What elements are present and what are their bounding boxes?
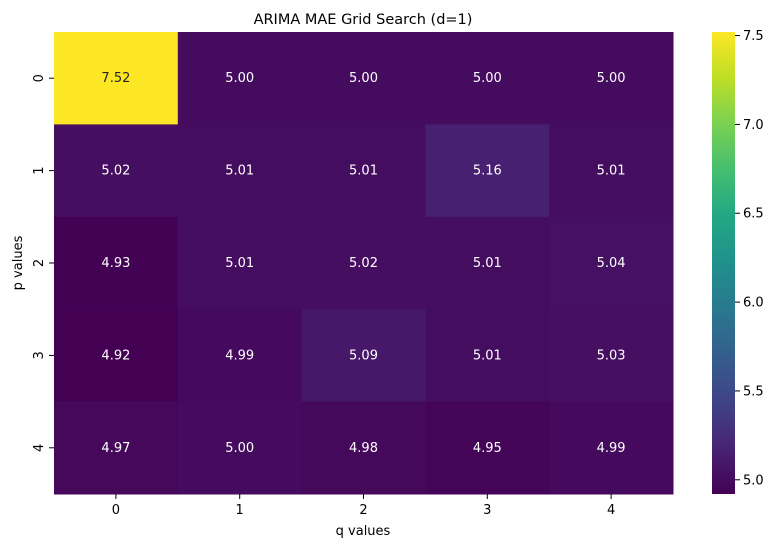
cell-value-label: 5.00 — [473, 71, 502, 86]
cell-value-label: 4.97 — [101, 441, 130, 456]
y-axis-label: p values — [11, 235, 26, 290]
heatmap-cell — [177, 401, 303, 495]
heatmap-cell — [177, 309, 303, 403]
heatmap-cell — [301, 216, 426, 310]
colorbar-tick-label: 6.0 — [743, 296, 764, 311]
cell-value-label: 5.01 — [597, 164, 626, 179]
heatmap-cell — [54, 401, 179, 495]
cell-value-label: 5.01 — [473, 256, 502, 271]
heatmap-cell — [425, 124, 550, 218]
heatmap-cell — [425, 216, 550, 310]
x-tick-label: 3 — [483, 503, 491, 518]
x-axis-label: q values — [336, 524, 391, 539]
colorbar: 5.0 5.5 6.0 6.5 7.0 7.5 — [712, 29, 764, 494]
cell-value-label: 5.00 — [597, 71, 626, 86]
y-tick-label: 1 — [32, 166, 47, 174]
chart-title: ARIMA MAE Grid Search (d=1) — [254, 12, 473, 28]
heatmap-cell — [425, 32, 550, 125]
heatmap-cell — [54, 124, 179, 218]
cell-value-labels: 7.52 5.00 5.00 5.00 5.00 5.02 5.01 5.01 5.16 5.01… — [101, 71, 625, 456]
x-tick-label: 0 — [112, 503, 120, 518]
colorbar-tick-label: 7.0 — [743, 118, 764, 133]
x-tick-label: 1 — [236, 503, 244, 518]
cell-value-label: 5.01 — [225, 256, 254, 271]
cell-value-label: 4.95 — [473, 441, 502, 456]
cell-value-label: 5.01 — [473, 348, 502, 363]
heatmap-cell — [301, 309, 426, 403]
cell-value-label: 4.99 — [225, 348, 254, 363]
y-tick-label: 3 — [32, 351, 47, 359]
cell-value-label: 5.02 — [101, 164, 130, 179]
y-axis: 0 1 2 3 4 — [32, 74, 54, 452]
colorbar-tick-label: 7.5 — [743, 29, 764, 44]
x-tick-label: 2 — [359, 503, 367, 518]
cell-value-label: 5.00 — [225, 71, 254, 86]
cell-value-label: 4.92 — [101, 348, 130, 363]
cell-value-label: 7.52 — [101, 71, 130, 86]
heatmap-cell — [549, 216, 674, 310]
heatmap-cell — [301, 401, 426, 495]
cell-value-label: 4.99 — [597, 441, 626, 456]
heatmap-cells — [54, 32, 674, 495]
y-tick-label: 4 — [32, 444, 47, 452]
heatmap-cell — [177, 124, 303, 218]
heatmap-cell — [177, 32, 303, 125]
heatmap-cell — [549, 124, 674, 218]
heatmap-cell — [54, 216, 179, 310]
y-tick-label: 2 — [32, 259, 47, 267]
cell-value-label: 4.98 — [349, 441, 378, 456]
colorbar-tick-label: 6.5 — [743, 207, 764, 222]
x-axis: 0 1 2 3 4 — [112, 494, 615, 518]
heatmap-cell — [301, 32, 426, 125]
cell-value-label: 5.09 — [349, 348, 378, 363]
heatmap-cell — [549, 32, 674, 125]
colorbar-tick-label: 5.0 — [743, 473, 764, 488]
cell-value-label: 5.01 — [349, 164, 378, 179]
heatmap-cell — [54, 309, 179, 403]
cell-value-label: 5.04 — [597, 256, 626, 271]
heatmap-cell — [177, 216, 303, 310]
cell-value-label: 5.00 — [225, 441, 254, 456]
cell-value-label: 5.00 — [349, 71, 378, 86]
cell-value-label: 4.93 — [101, 256, 130, 271]
heatmap-cell — [425, 401, 550, 495]
heatmap-cell — [549, 401, 674, 495]
heatmap-cell — [549, 309, 674, 403]
heatmap-cell — [54, 32, 179, 125]
cell-value-label: 5.16 — [473, 164, 502, 179]
heatmap-cell — [425, 309, 550, 403]
x-tick-label: 4 — [607, 503, 615, 518]
cell-value-label: 5.01 — [225, 164, 254, 179]
colorbar-tick-label: 5.5 — [743, 384, 764, 399]
cell-value-label: 5.02 — [349, 256, 378, 271]
cell-value-label: 5.03 — [597, 348, 626, 363]
heatmap-cell — [301, 124, 426, 218]
y-tick-label: 0 — [32, 74, 47, 82]
colorbar-gradient — [712, 32, 735, 494]
